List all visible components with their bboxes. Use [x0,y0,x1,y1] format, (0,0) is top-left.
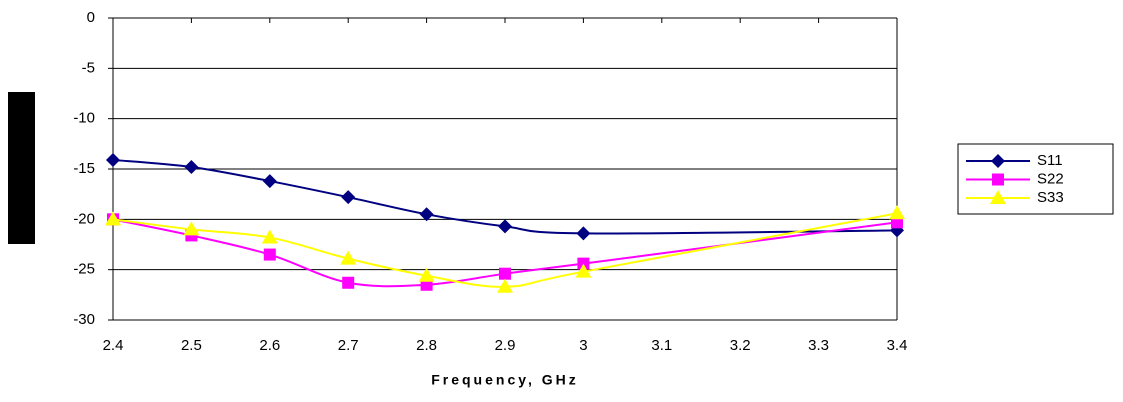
legend-marker [990,190,1006,204]
marker [577,257,590,270]
marker [418,267,435,282]
marker [263,248,276,261]
y-tick-label: -10 [73,110,95,127]
x-axis-label: Frequency, GHz [431,372,579,388]
marker [498,219,512,234]
marker [497,278,513,293]
marker [889,205,905,220]
x-tick-label: 2.5 [181,337,202,354]
x-tick-label: 2.6 [259,337,280,354]
marker [261,229,278,244]
marker [184,159,199,174]
legend-label: S11 [1037,152,1063,169]
x-tick-label: 3.4 [887,337,908,354]
marker [576,226,591,241]
y-tick-label: -5 [82,59,95,76]
marker [106,152,120,167]
marker [575,263,592,278]
legend-marker [991,154,1005,168]
marker [342,276,355,289]
marker [499,267,511,280]
y-tick-label: -20 [73,210,95,227]
y-tick-label: 0 [87,9,95,26]
x-tick-label: 2.8 [416,337,437,354]
x-tick-label: 3 [579,337,587,354]
x-tick-label: 2.9 [495,337,516,354]
x-tick-label: 2.7 [338,337,359,354]
y-tick-label: -15 [73,160,95,177]
marker [341,190,356,205]
y-tick-label: -25 [73,261,95,278]
marker [420,278,433,291]
y-axis-label-box [8,92,35,244]
legend-label: S22 [1037,170,1064,187]
x-tick-label: 3.3 [808,337,829,354]
x-tick-label: 3.1 [651,337,672,354]
marker [183,221,200,236]
legend-marker [992,173,1004,186]
marker [419,207,434,222]
legend-label: S33 [1037,189,1064,206]
marker [105,211,121,226]
marker [340,250,357,265]
y-tick-label: -30 [73,311,95,328]
x-tick-label: 3.2 [730,337,751,354]
marker [891,216,903,229]
marker [262,174,277,189]
x-tick-label: 2.4 [103,337,124,354]
